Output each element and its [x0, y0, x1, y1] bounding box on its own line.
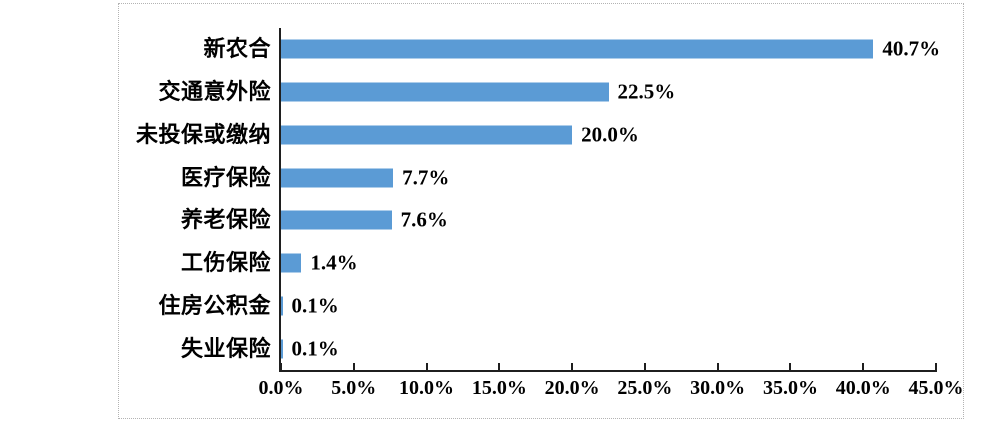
x-axis-tick-mark [571, 363, 574, 371]
value-label: 7.7% [402, 165, 450, 190]
value-label: 7.6% [400, 207, 448, 232]
bar-chart-box: 新农合 40.7% 交通意外险 22.5% 未投保或缴纳 20.0% 医疗保险 7.7% 养老保… [118, 3, 964, 419]
x-axis-tick-label: 45.0% [908, 377, 964, 399]
x-axis-tick-label: 5.0% [331, 377, 377, 399]
category-label: 工伤保险 [180, 250, 271, 276]
x-axis-tick-label: 10.0% [399, 377, 455, 399]
bar-rows: 新农合 40.7% 交通意外险 22.5% 未投保或缴纳 20.0% 医疗保险 7.7% 养老保… [119, 28, 964, 370]
bar [281, 210, 392, 230]
x-axis-tick-label: 15.0% [471, 377, 527, 399]
x-axis-tick-mark [643, 363, 646, 371]
x-axis-tick-mark [789, 363, 792, 371]
x-axis-tick-mark [716, 363, 719, 371]
x-axis-tick-label: 35.0% [762, 377, 818, 399]
bar-track: 1.4% [281, 242, 936, 285]
value-label: 40.7% [882, 36, 941, 61]
y-axis-line [279, 28, 281, 372]
x-axis-tick-mark [425, 363, 428, 371]
bar-track: 7.6% [281, 199, 936, 242]
bar [281, 296, 283, 316]
bar [281, 82, 609, 102]
bar [281, 168, 394, 188]
x-axis-tick-label: 20.0% [544, 377, 600, 399]
x-axis-tick-label: 30.0% [690, 377, 746, 399]
bar-row: 医疗保险 7.7% [119, 156, 964, 199]
bar [281, 253, 302, 273]
bar-track: 22.5% [281, 71, 936, 114]
value-label: 20.0% [581, 122, 639, 147]
category-label: 交通意外险 [158, 79, 271, 105]
bar-row: 失业保险 0.1% [119, 327, 964, 370]
category-label: 养老保险 [180, 207, 271, 233]
category-label: 新农合 [203, 36, 271, 62]
value-label: 0.1% [291, 336, 339, 361]
bar [281, 39, 874, 59]
category-label: 住房公积金 [158, 292, 271, 318]
bar [281, 339, 283, 359]
bar [281, 125, 573, 145]
x-axis-line [279, 370, 937, 372]
bar-track: 0.1% [281, 327, 936, 370]
bar-row: 住房公积金 0.1% [119, 285, 964, 328]
bar-row: 新农合 40.7% [119, 28, 964, 71]
bar-track: 0.1% [281, 285, 936, 328]
x-axis-tick-label: 25.0% [617, 377, 673, 399]
bar-row: 养老保险 7.6% [119, 199, 964, 242]
value-label: 22.5% [617, 79, 676, 104]
x-axis-tick-mark [280, 363, 282, 371]
x-axis-tick-mark [498, 363, 501, 371]
category-label: 未投保或缴纳 [135, 121, 271, 147]
x-axis-tick-mark [862, 363, 865, 371]
bar-track: 40.7% [281, 28, 940, 71]
x-axis-tick-label: 0.0% [258, 377, 304, 399]
bar-track: 7.7% [281, 156, 936, 199]
bar-track: 20.0% [281, 114, 936, 157]
x-axis-tick-mark [935, 363, 937, 371]
value-label: 1.4% [310, 250, 358, 275]
bar-row: 交通意外险 22.5% [119, 71, 964, 114]
bar-row: 工伤保险 1.4% [119, 242, 964, 285]
x-axis-tick-mark [352, 363, 355, 371]
category-label: 医疗保险 [180, 164, 271, 190]
x-axis-tick-label: 40.0% [835, 377, 891, 399]
bar-row: 未投保或缴纳 20.0% [119, 114, 964, 157]
plot-area: 新农合 40.7% 交通意外险 22.5% 未投保或缴纳 20.0% 医疗保险 7.7% 养老保… [119, 4, 964, 418]
category-label: 失业保险 [180, 335, 271, 361]
value-label: 0.1% [291, 293, 339, 318]
